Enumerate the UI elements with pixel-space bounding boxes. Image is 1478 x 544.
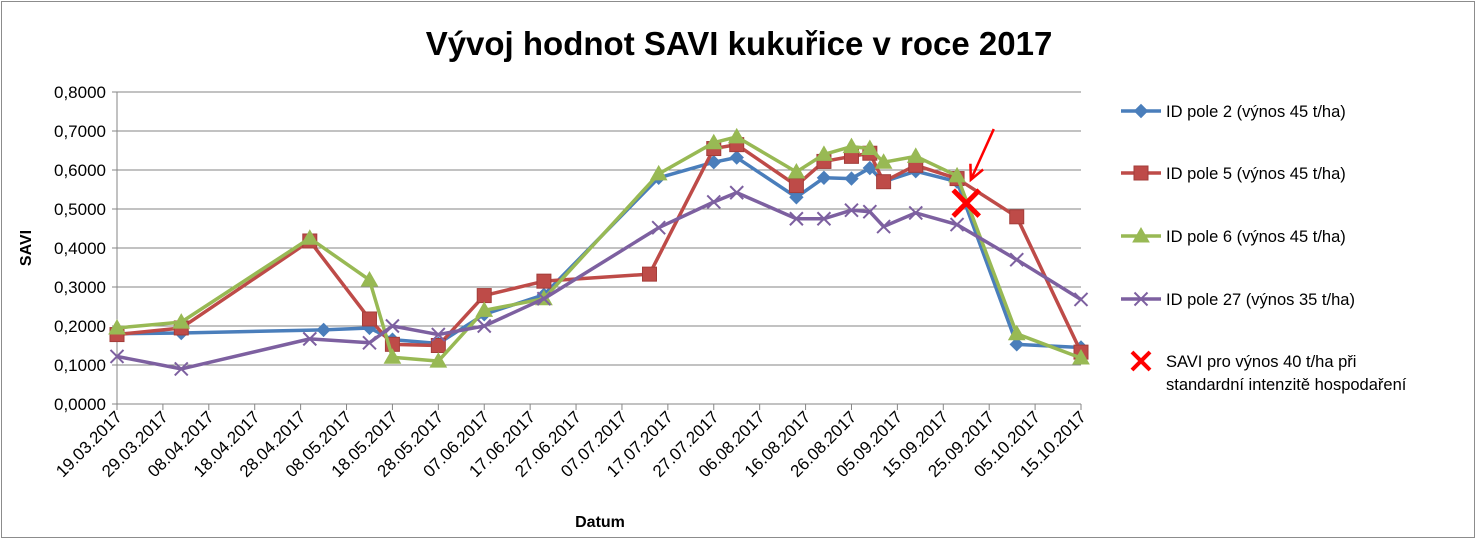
data-point	[1009, 252, 1024, 267]
data-point	[431, 327, 446, 342]
data-point	[706, 194, 721, 210]
data-point	[951, 188, 982, 218]
data-point	[876, 219, 891, 234]
y-tick-label: 0,5000	[54, 200, 106, 219]
data-point	[816, 170, 832, 186]
data-point	[1007, 324, 1026, 341]
data-point	[862, 204, 878, 219]
legend-item-1: ID pole 5 (výnos 45 t/ha)	[1121, 165, 1346, 183]
arrow-shaft	[969, 128, 995, 181]
legend-item-0: ID pole 2 (výnos 45 t/ha)	[1121, 103, 1346, 121]
data-point	[1009, 337, 1024, 352]
data-point	[302, 331, 318, 347]
data-point	[948, 166, 966, 183]
legend-label: ID pole 6 (výnos 45 t/ha)	[1166, 228, 1346, 246]
y-tick-label: 0,2000	[54, 317, 106, 336]
data-point	[429, 352, 448, 368]
y-tick-label: 0,4000	[54, 239, 106, 258]
data-point	[874, 153, 893, 169]
data-point	[362, 335, 377, 350]
y-axis-title: SAVI	[18, 230, 35, 266]
data-point	[383, 348, 402, 364]
data-point	[729, 185, 744, 200]
series-0	[109, 150, 1089, 355]
data-point	[385, 318, 400, 334]
data-point	[860, 139, 879, 156]
arrow-head	[969, 163, 984, 183]
data-point	[174, 361, 189, 377]
legend-item-4: SAVI pro výnos 40 t/ha při standardní int…	[1130, 350, 1407, 394]
data-point	[789, 190, 804, 205]
series-3	[109, 185, 1089, 377]
data-point	[109, 349, 125, 364]
data-point	[316, 322, 331, 338]
legend-label: ID pole 27 (výnos 35 t/ha)	[1166, 291, 1355, 309]
chart-title: Vývoj hodnot SAVI kukuřice v roce 2017	[426, 25, 1053, 62]
data-point	[704, 133, 723, 150]
data-point	[844, 202, 859, 218]
y-tick-label: 0,8000	[54, 83, 106, 102]
data-point	[641, 266, 657, 282]
data-point	[908, 205, 923, 221]
data-point	[477, 318, 492, 334]
series-4	[951, 188, 982, 218]
y-tick-label: 0,3000	[54, 278, 106, 297]
data-point	[842, 137, 861, 154]
data-point	[536, 273, 552, 289]
legend-marker	[1130, 350, 1152, 372]
data-point	[476, 288, 492, 304]
x-axis-title: Datum	[575, 514, 625, 531]
data-point	[729, 150, 744, 165]
data-point	[876, 174, 892, 190]
data-point	[906, 147, 925, 163]
data-point	[789, 211, 804, 226]
legend-label: standardní intenzitě hospodaření	[1166, 376, 1407, 394]
y-tick-label: 0,1000	[54, 356, 106, 375]
series-line	[116, 155, 1082, 350]
data-point	[475, 301, 494, 317]
legend-item-2: ID pole 6 (výnos 45 t/ha)	[1121, 226, 1346, 246]
series-layer	[108, 127, 1090, 377]
data-point	[649, 164, 668, 181]
data-point	[1072, 348, 1090, 365]
y-tick-label: 0,0000	[54, 395, 106, 414]
legend-marker	[1133, 103, 1149, 119]
data-point	[1073, 292, 1089, 307]
data-point	[1009, 209, 1025, 225]
data-point	[172, 313, 191, 329]
grid-layer	[117, 91, 1081, 366]
legend: ID pole 2 (výnos 45 t/ha) ID pole 5 (výno…	[1121, 103, 1407, 394]
data-point	[815, 145, 833, 161]
series-2	[108, 127, 1090, 368]
arrow-annotation	[969, 128, 995, 183]
legend-marker	[1132, 226, 1150, 243]
data-point	[727, 127, 746, 144]
series-line	[116, 190, 1082, 371]
data-point	[108, 318, 126, 335]
legend-label: SAVI pro výnos 40 t/ha při	[1166, 353, 1356, 371]
data-point	[360, 270, 379, 287]
data-point	[787, 162, 806, 179]
data-point	[788, 178, 804, 194]
y-tick-label: 0,7000	[54, 122, 106, 141]
data-point	[651, 220, 666, 235]
legend-item-3: ID pole 27 (výnos 35 t/ha)	[1121, 291, 1355, 309]
legend-marker	[1133, 291, 1149, 307]
legend-label: ID pole 2 (výnos 45 t/ha)	[1166, 103, 1346, 121]
legend-label: ID pole 5 (výnos 45 t/ha)	[1166, 165, 1346, 183]
data-point	[844, 171, 859, 186]
y-tick-label: 0,6000	[54, 161, 106, 180]
data-point	[536, 291, 552, 306]
data-point	[300, 229, 319, 245]
data-point	[949, 217, 965, 232]
data-point	[816, 211, 832, 226]
data-point	[361, 311, 377, 327]
legend-marker	[1133, 165, 1149, 181]
